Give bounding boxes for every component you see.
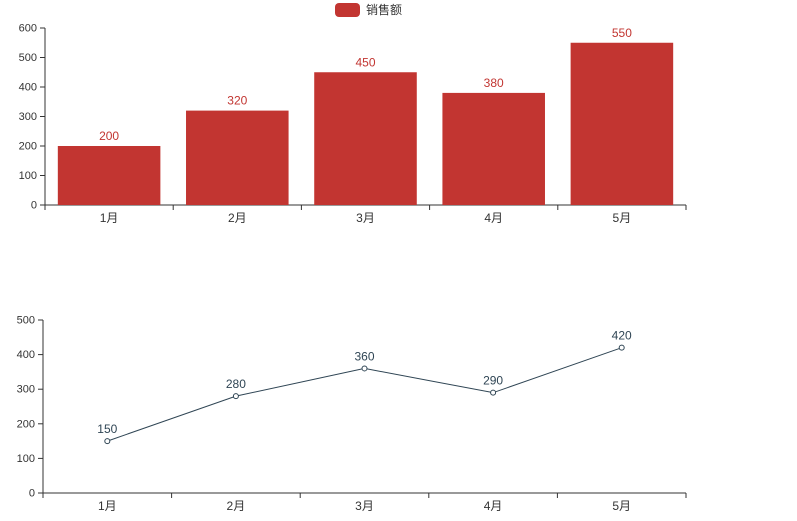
- bar-value-label: 450: [355, 55, 375, 69]
- bar[interactable]: [442, 92, 545, 205]
- y-tick-label: 100: [19, 170, 37, 182]
- point-value-label: 290: [483, 374, 503, 388]
- x-tick-label: 1月: [98, 499, 117, 513]
- x-tick-label: 5月: [613, 211, 632, 225]
- legend-marker-icon: [335, 3, 360, 17]
- x-tick-label: 4月: [484, 499, 503, 513]
- data-point-marker[interactable]: [104, 438, 111, 445]
- x-tick-label: 1月: [100, 211, 119, 225]
- point-value-label: 420: [612, 329, 632, 343]
- x-tick-label: 2月: [227, 499, 246, 513]
- data-point-marker[interactable]: [361, 365, 368, 372]
- y-tick-label: 400: [17, 349, 35, 361]
- y-tick-label: 0: [31, 200, 37, 212]
- line-chart-canvas: 0 100 200 300 400 500 1月 2月 3月 4月 5月 150 280 360 290 42…: [17, 315, 687, 513]
- data-point-marker[interactable]: [618, 344, 625, 351]
- x-tick-label: 3月: [356, 211, 375, 225]
- y-tick-label: 300: [19, 111, 37, 123]
- legend-label: 销售额: [366, 3, 403, 17]
- y-tick-label: 500: [19, 52, 37, 64]
- bar-chart-canvas: 0 100 200 300 400 500 600 1月 2月 3月 4月 5月 200 320 450 38…: [19, 23, 687, 225]
- bar[interactable]: [570, 42, 674, 205]
- legend-item-sales[interactable]: 销售额: [335, 3, 402, 17]
- x-tick-label: 5月: [612, 499, 631, 513]
- y-tick-label: 100: [17, 453, 35, 465]
- y-tick-label: 300: [17, 384, 35, 396]
- bar-value-label: 200: [99, 129, 119, 143]
- bar[interactable]: [57, 146, 161, 205]
- point-value-label: 280: [226, 377, 246, 391]
- y-tick-label: 600: [19, 23, 37, 35]
- bar-value-label: 550: [612, 26, 632, 40]
- x-tick-label: 2月: [228, 211, 247, 225]
- y-tick-label: 0: [29, 488, 35, 500]
- y-tick-label: 400: [19, 82, 37, 94]
- bar[interactable]: [186, 110, 289, 205]
- data-point-marker[interactable]: [232, 393, 239, 400]
- bar[interactable]: [314, 72, 417, 205]
- y-tick-label: 200: [19, 141, 37, 153]
- bar-value-label: 380: [484, 76, 504, 90]
- x-tick-label: 4月: [484, 211, 503, 225]
- point-value-label: 150: [97, 422, 117, 436]
- y-tick-label: 500: [17, 315, 35, 327]
- bar-value-label: 320: [227, 94, 247, 108]
- data-point-marker[interactable]: [490, 389, 497, 396]
- y-tick-label: 200: [17, 418, 35, 430]
- point-value-label: 360: [354, 349, 374, 363]
- x-tick-label: 3月: [355, 499, 374, 513]
